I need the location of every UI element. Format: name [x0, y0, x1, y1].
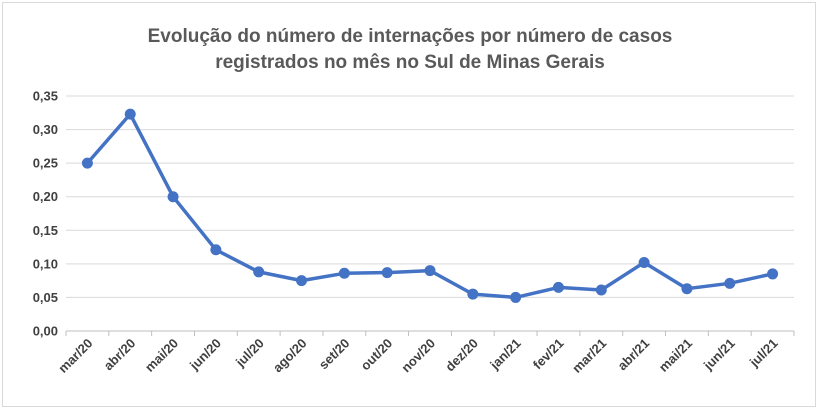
data-point	[510, 291, 522, 303]
y-tick-label: 0,05	[33, 290, 58, 305]
data-point	[724, 277, 736, 289]
chart-frame	[2, 2, 816, 407]
data-point	[338, 267, 350, 279]
data-point	[552, 281, 564, 293]
x-tick-label: jul/21	[746, 336, 781, 371]
y-tick-label: 0,35	[33, 89, 58, 104]
y-tick-label: 0,15	[33, 223, 58, 238]
y-tick-label: 0,00	[33, 324, 58, 339]
x-tick-label: jul/20	[232, 336, 267, 371]
data-point	[167, 191, 179, 203]
data-point	[424, 265, 436, 277]
gridlines	[65, 95, 795, 336]
chart-title-line-1: Evolução do número de internações por nú…	[148, 26, 673, 47]
data-point	[638, 257, 650, 269]
x-tick-label: nov/20	[398, 336, 438, 376]
y-axis-tick-labels: 0,00 0,05 0,10 0,15 0,20 0,25 0,30 0,35	[33, 89, 58, 339]
x-tick-label: fev/21	[530, 336, 567, 373]
data-point	[595, 284, 607, 296]
x-axis-tick-labels: mar/20 abr/20 mai/20 jun/20 jul/20 ago/20 set/…	[55, 336, 780, 376]
data-point	[296, 275, 308, 287]
x-tick-label: jan/21	[486, 336, 523, 373]
data-point	[124, 108, 136, 120]
series-group	[81, 108, 779, 303]
y-tick-label: 0,20	[33, 189, 58, 204]
x-tick-label: jun/21	[700, 336, 738, 374]
x-tick-label: set/20	[316, 336, 353, 373]
y-tick-label: 0,10	[33, 256, 58, 271]
y-tick-label: 0,25	[33, 156, 58, 171]
x-tick-label: jun/20	[186, 336, 224, 374]
data-point	[253, 266, 265, 278]
x-tick-label: mar/20	[55, 336, 95, 376]
data-point	[681, 283, 693, 295]
data-point	[381, 267, 393, 279]
x-tick-label: out/20	[358, 336, 396, 374]
x-tick-label: dez/20	[442, 336, 481, 375]
data-point	[210, 244, 222, 256]
data-point	[467, 288, 479, 300]
data-point	[767, 268, 779, 280]
x-tick-label: ago/20	[270, 336, 310, 376]
data-point	[81, 157, 93, 169]
x-tick-label: mai/21	[656, 336, 695, 375]
chart-title-line-2: registrados no mês no Sul de Minas Gerai…	[215, 52, 605, 73]
x-tick-label: mar/21	[569, 336, 609, 376]
x-tick-label: abr/21	[615, 336, 653, 374]
y-tick-label: 0,30	[33, 122, 58, 137]
x-tick-label: abr/20	[101, 336, 139, 374]
x-tick-label: mai/20	[142, 336, 181, 375]
